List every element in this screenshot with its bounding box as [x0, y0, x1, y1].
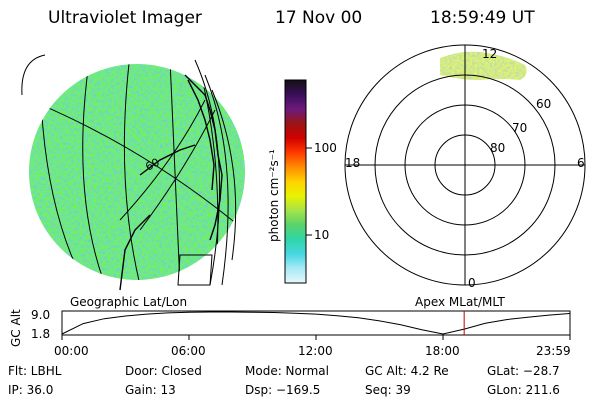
status-door: Door: Closed — [125, 364, 202, 378]
timeline-x-tick-label: 06:00 — [171, 344, 206, 358]
date-label: 17 Nov 00 — [275, 8, 363, 28]
timeline-ytick-low: 1.8 — [31, 327, 51, 341]
coastline — [119, 74, 223, 291]
time-label: 18:59:49 UT — [430, 8, 535, 28]
mlt-label-0: 0 — [468, 276, 476, 290]
mlt-label-18: 18 — [345, 156, 361, 170]
timeline-right-title: Apex MLat/MLT — [415, 295, 505, 309]
timeline-x-tick-label: 12:00 — [298, 344, 333, 358]
timeline-x-tick-label: 00:00 — [54, 344, 89, 358]
altitude-curve — [61, 311, 570, 335]
colorbar — [284, 79, 312, 284]
status-mode: Mode: Normal — [245, 364, 329, 378]
timeline-plot — [61, 310, 571, 340]
status-seq: Seq: 39 — [365, 383, 411, 397]
uv-disc — [29, 64, 245, 280]
polar-plot — [344, 44, 586, 286]
instrument-title: Ultraviolet Imager — [48, 8, 202, 28]
timeline-left-title: Geographic Lat/Lon — [70, 295, 188, 309]
mlt-label-12: 12 — [482, 47, 498, 61]
geo-lat-label: 60 — [143, 156, 161, 174]
status-glon: GLon: 211.6 — [487, 383, 560, 397]
status-ip: IP: 36.0 — [8, 383, 54, 397]
timeline-x-tick-label: 18:00 — [425, 344, 460, 358]
mlat-label-80: 80 — [490, 141, 506, 155]
mlat-label-60: 60 — [536, 97, 552, 111]
status-flt: Flt: LBHL — [8, 364, 62, 378]
colorbar-strip — [284, 79, 307, 284]
timeline-axis-label: GC Alt — [9, 309, 23, 347]
polar-aurora — [440, 51, 527, 80]
timeline-x-ticks — [61, 335, 571, 340]
timeline-x-tick-label: 23:59 — [536, 344, 571, 358]
timeline-frame — [61, 310, 571, 336]
colorbar-unit-label: photon cm⁻²s⁻¹ — [267, 149, 281, 242]
geographic-image: 60 — [21, 54, 245, 291]
status-glat: GLat: −28.7 — [487, 364, 560, 378]
colorbar-label-100: 100 — [314, 141, 337, 155]
status-gain: Gain: 13 — [125, 383, 176, 397]
timeline-ytick-high: 9.0 — [31, 308, 51, 322]
mlat-label-70: 70 — [512, 121, 528, 135]
colorbar-label-10: 10 — [314, 228, 330, 242]
status-gc-alt: GC Alt: 4.2 Re — [365, 364, 449, 378]
mlt-label-6: 6 — [577, 156, 585, 170]
status-dsp: Dsp: −169.5 — [245, 383, 321, 397]
